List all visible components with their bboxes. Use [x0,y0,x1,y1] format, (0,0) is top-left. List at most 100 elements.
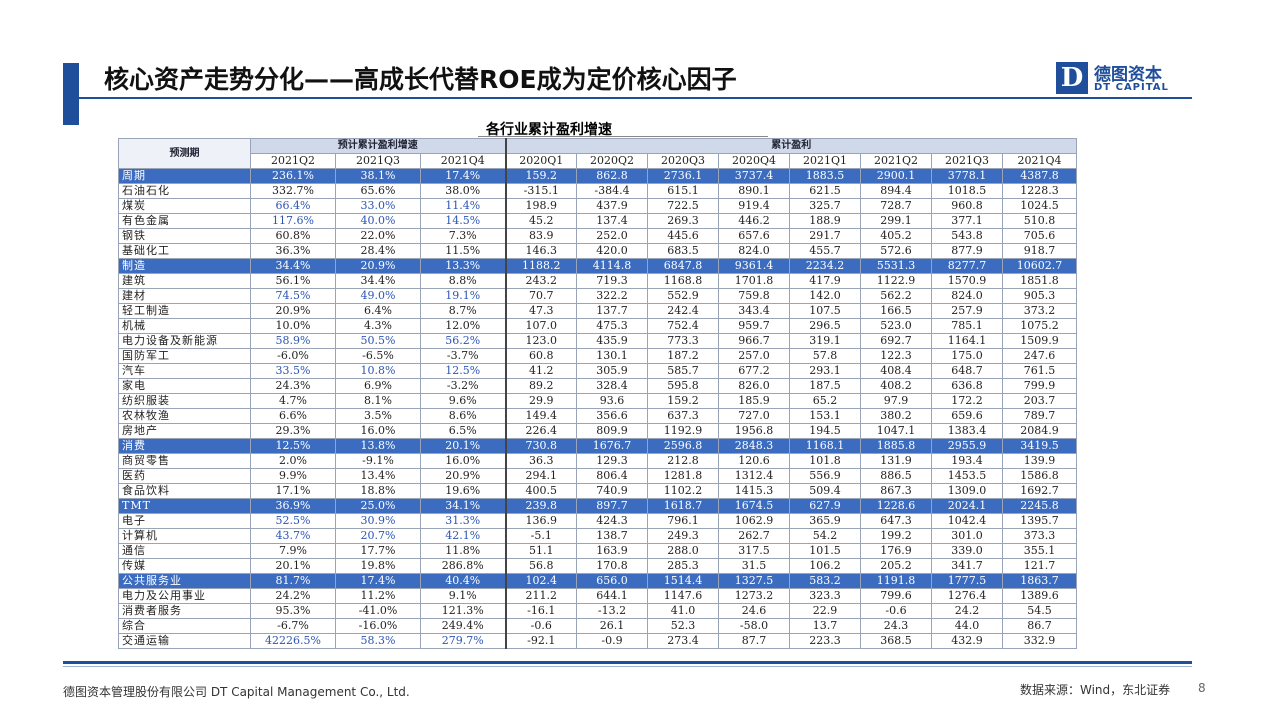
profit-cell: 636.8 [931,378,1003,394]
profit-cell: 136.9 [504,513,577,529]
profit-cell: 24.3 [860,618,932,634]
page-title: 核心资产走势分化——高成长代替ROE成为定价核心因子 [104,65,737,94]
profit-cell: 252.0 [576,228,648,244]
industry-row: 传媒 20.1% 19.8% 286.8% 56.8 170.8 285.3 31.5 106.… [118,558,1077,574]
profit-cell: 13.7 [789,618,861,634]
profit-cell: 243.2 [504,273,577,289]
growth-cell: 38.1% [335,168,421,184]
growth-cell: 34.4% [250,258,336,274]
profit-cell: 1047.1 [860,423,932,439]
profit-cell: 1075.2 [1002,318,1077,334]
profit-cell: 1586.8 [1002,468,1077,484]
profit-cell: 153.1 [789,408,861,424]
profit-cell: 83.9 [504,228,577,244]
profit-cell: 129.3 [576,453,648,469]
profit-cell: 138.7 [576,528,648,544]
profit-cell: 809.9 [576,423,648,439]
profit-cell: 615.1 [647,183,719,199]
profit-cell: 435.9 [576,333,648,349]
industry-row: 建材 74.5% 49.0% 19.1% 70.7 322.2 552.9 759.8 142.… [118,288,1077,304]
profit-cell: 799.9 [1002,378,1077,394]
profit-cell: 2848.3 [718,438,790,454]
growth-cell: 7.9% [250,543,336,559]
profit-cell: 97.9 [860,393,932,409]
growth-cell: 13.8% [335,438,421,454]
profit-cell: 341.7 [931,558,1003,574]
profit-cell: 24.2 [931,603,1003,619]
profit-cell: 556.9 [789,468,861,484]
growth-cell: 16.0% [335,423,421,439]
profit-cell: 86.7 [1002,618,1077,634]
profit-cell: 1327.5 [718,573,790,589]
profit-cell: 317.5 [718,543,790,559]
growth-cell: 24.2% [250,588,336,604]
header-group-profit: 累计盈利 [504,138,1077,154]
profit-cell: 377.1 [931,213,1003,229]
industry-name-cell: 消费 [118,438,251,454]
profit-cell: 867.3 [860,483,932,499]
profit-cell: 437.9 [576,198,648,214]
profit-cell: 692.7 [860,333,932,349]
industry-row: 商贸零售 2.0% -9.1% 16.0% 36.3 129.3 212.8 120.6 101… [118,453,1077,469]
profit-cell: 159.2 [647,393,719,409]
growth-cell: 31.3% [420,513,506,529]
profit-cell: 121.7 [1002,558,1077,574]
growth-cell: 4.3% [335,318,421,334]
table-body: 周期 236.1% 38.1% 17.4% 159.2 862.8 2736.1 3737.4… [118,168,1077,649]
profit-cell: 2084.9 [1002,423,1077,439]
profit-cell: 31.5 [718,558,790,574]
profit-cell: 368.5 [860,633,932,649]
profit-cell: 1122.9 [860,273,932,289]
table-title: 各行业累计盈利增速 [486,122,612,138]
growth-cell: 11.2% [335,588,421,604]
industry-row: 食品饮料 17.1% 18.8% 19.6% 400.5 740.9 1102.2 1415.… [118,483,1077,499]
profit-cell: 355.1 [1002,543,1077,559]
growth-cell: 9.1% [420,588,506,604]
growth-cell: 236.1% [250,168,336,184]
growth-cell: 43.7% [250,528,336,544]
sector-group-row: 周期 236.1% 38.1% 17.4% 159.2 862.8 2736.1 3737.4… [118,168,1077,184]
growth-cell: 65.6% [335,183,421,199]
profit-cell: 198.9 [504,198,577,214]
growth-cell: -6.0% [250,348,336,364]
industry-row: 纺织服装 4.7% 8.1% 9.6% 29.9 93.6 159.2 185.9 65.2 97… [118,393,1077,409]
profit-cell: 408.2 [860,378,932,394]
industry-name-cell: 电力设备及新能源 [118,333,251,349]
industry-profit-table: 预测期 预计累计盈利增速 累计盈利 2021Q2 2021Q3 2021Q4 2020… [118,138,1077,649]
profit-cell: 296.5 [789,318,861,334]
sector-group-row: 公共服务业 81.7% 17.4% 40.4% 102.4 656.0 1514.4 1327… [118,573,1077,589]
growth-cell: 249.4% [420,618,506,634]
profit-cell: 2736.1 [647,168,719,184]
profit-cell: 56.8 [504,558,577,574]
header-row-periods: 2021Q2 2021Q3 2021Q4 2020Q1 2020Q2 2020Q3 2020… [119,153,1077,169]
profit-cell: 627.9 [789,498,861,514]
industry-row: 房地产 29.3% 16.0% 6.5% 226.4 809.9 1192.9 1956.8 1… [118,423,1077,439]
profit-cell: 285.3 [647,558,719,574]
profit-cell: 730.8 [504,438,577,454]
footer-divider [63,661,1192,664]
growth-cell: 332.7% [250,183,336,199]
profit-cell: 400.5 [504,483,577,499]
sector-group-row: 制造 34.4% 20.9% 13.3% 1188.2 4114.8 6847.8 9361.… [118,258,1077,274]
profit-cell: -16.1 [504,603,577,619]
profit-cell: 187.5 [789,378,861,394]
industry-name-cell: 消费者服务 [118,603,251,619]
profit-cell: 417.9 [789,273,861,289]
column-header: 2020Q2 [576,153,648,169]
profit-cell: 918.7 [1002,243,1077,259]
profit-cell: 4114.8 [576,258,648,274]
industry-row: 汽车 33.5% 10.8% 12.5% 41.2 305.9 585.7 677.2 293.… [118,363,1077,379]
profit-cell: 759.8 [718,288,790,304]
growth-cell: 12.0% [420,318,506,334]
industry-name-cell: 农林牧渔 [118,408,251,424]
industry-row: 家电 24.3% 6.9% -3.2% 89.2 328.4 595.8 826.0 187.5… [118,378,1077,394]
profit-cell: 583.2 [789,573,861,589]
profit-cell: 41.0 [647,603,719,619]
profit-cell: 193.4 [931,453,1003,469]
profit-cell: 328.4 [576,378,648,394]
growth-cell: 11.5% [420,243,506,259]
industry-name-cell: 汽车 [118,363,251,379]
industry-name-cell: 计算机 [118,528,251,544]
growth-cell: 24.3% [250,378,336,394]
profit-cell: 380.2 [860,408,932,424]
